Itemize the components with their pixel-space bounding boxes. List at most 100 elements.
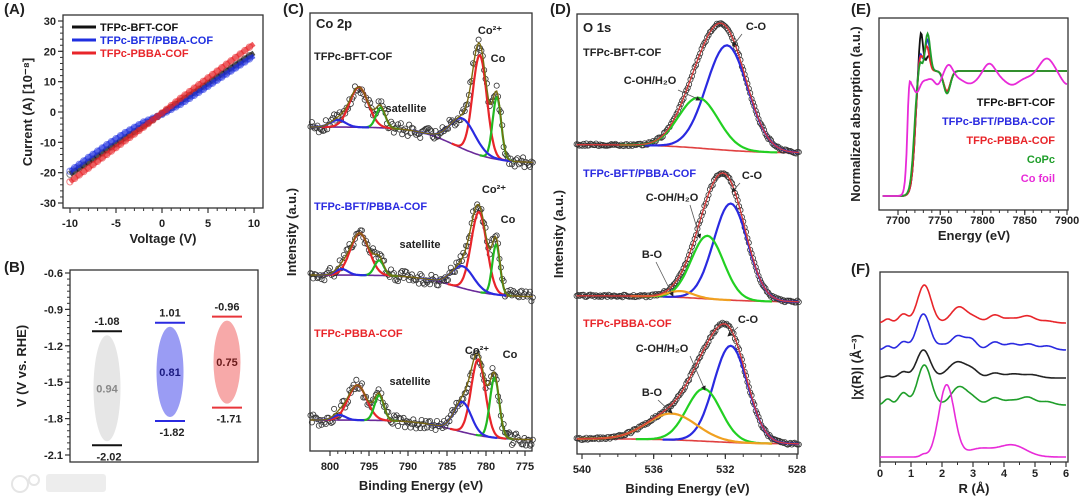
peak-annotation: C-OH/H₂O <box>636 343 689 355</box>
data-point <box>712 175 719 182</box>
data-point <box>322 117 329 124</box>
data-point <box>518 287 525 294</box>
data-point <box>706 29 713 36</box>
data-point <box>729 34 736 41</box>
y-tick-label: -1.2 <box>44 341 63 353</box>
data-point <box>521 164 528 171</box>
y-tick-label: -2.1 <box>44 450 63 462</box>
data-point <box>527 442 534 449</box>
fit-component <box>447 210 511 297</box>
data-point <box>677 101 684 108</box>
data-point <box>708 333 715 340</box>
data-point <box>397 120 404 127</box>
data-point <box>521 435 528 442</box>
data-point <box>708 28 715 35</box>
peak-annotation: B-O <box>642 387 663 399</box>
peak-annotation: Co²⁺ <box>465 345 489 357</box>
spectrum-name: TFPc-BFT/PBBA-COF <box>314 201 427 213</box>
x-tick-label: 0 <box>159 218 165 230</box>
data-point <box>401 125 408 132</box>
data-point <box>517 159 524 166</box>
data-point <box>421 281 428 288</box>
iv-point <box>149 116 157 124</box>
fit-component <box>451 53 508 162</box>
data-point <box>683 87 690 94</box>
spectrum-name: TFPc-PBBA-COF <box>583 318 672 330</box>
data-point <box>399 419 406 426</box>
data-point <box>493 82 500 89</box>
data-point <box>395 423 402 430</box>
y-axis-label: |χ(R)| (Å⁻³) <box>849 334 864 400</box>
fit-envelope <box>310 41 533 164</box>
data-point <box>699 347 706 354</box>
x-tick-label: 6 <box>1063 468 1069 480</box>
panel-d-xps: (D) O 1s 540 536 532 528 Binding Energy (eV) In… <box>550 1 806 496</box>
data-point <box>680 265 687 272</box>
exafs-curve-2 <box>879 349 1066 379</box>
data-point <box>433 417 440 424</box>
peak-annotation: C-OH/H₂O <box>624 75 677 87</box>
iv-line-2 <box>68 41 256 184</box>
panel-f-exafs: (F) 0 1 2 3 4 5 6 R (Å) |χ(R)| (Å⁻³) <box>849 261 1069 496</box>
peak-annotation: Co²⁺ <box>482 184 506 196</box>
data-point <box>439 124 446 131</box>
panel-b-band-diagram: (B) -0.6 -0.9 -1.2 -1.5 -1.8 -2.1 V (V vs. RHE)… <box>4 259 259 463</box>
data-point <box>401 268 408 275</box>
legend-label: Co foil <box>1021 173 1055 185</box>
vb-level-label: -2.02 <box>96 451 121 463</box>
peak-annotation: satellite <box>390 376 431 388</box>
data-point <box>449 269 456 276</box>
spectrum-title: O 1s <box>583 20 611 35</box>
data-point <box>528 298 535 305</box>
data-point <box>770 141 777 148</box>
peak-annotation: B-O <box>642 249 663 261</box>
data-point <box>704 34 711 41</box>
x-tick-label: 10 <box>248 218 260 230</box>
y-tick-label: -0.6 <box>44 268 63 280</box>
x-tick-label: 780 <box>477 461 495 473</box>
vb-level-label: -1.71 <box>216 414 241 426</box>
data-point <box>404 132 411 139</box>
annotation-arrow <box>732 33 743 47</box>
data-point <box>769 140 776 147</box>
x-tick-label: 775 <box>516 461 534 473</box>
y-axis-label: Intensity (a.u.) <box>551 190 566 278</box>
data-point <box>769 293 776 300</box>
data-point <box>506 429 513 436</box>
data-point <box>421 425 428 432</box>
panel-f-frame <box>879 271 1069 463</box>
data-point <box>403 128 410 135</box>
x-axis-label: Binding Energy (eV) <box>625 481 749 496</box>
data-point <box>674 393 681 400</box>
y-tick-label: -30 <box>40 198 56 210</box>
data-point <box>331 405 338 412</box>
x-tick-label: 540 <box>573 464 591 476</box>
y-tick-label: 20 <box>44 46 56 58</box>
data-point <box>522 442 529 449</box>
fit-envelope <box>576 22 799 154</box>
band-gap-value: 0.75 <box>216 357 237 369</box>
data-point <box>663 404 670 411</box>
panel-b-frame <box>69 269 259 463</box>
data-point <box>659 133 666 140</box>
data-point <box>511 431 518 438</box>
y-tick-label: 0 <box>50 107 56 119</box>
data-point <box>470 353 477 360</box>
data-point <box>353 376 360 383</box>
data-point <box>375 98 382 105</box>
data-point <box>307 412 314 419</box>
data-point <box>695 53 702 60</box>
data-point <box>446 116 453 123</box>
exafs-curve-4 <box>880 384 1066 458</box>
data-point <box>765 289 772 296</box>
data-point <box>451 122 458 129</box>
panel-label: (C) <box>283 1 304 18</box>
data-point <box>378 98 385 105</box>
x-axis-label: R (Å) <box>958 481 989 496</box>
x-tick-label: -5 <box>111 218 121 230</box>
watermark-logo <box>11 474 106 493</box>
data-point <box>763 430 770 437</box>
x-tick-label: 785 <box>438 461 456 473</box>
iv-point <box>162 105 171 113</box>
annotation-arrow <box>657 399 673 414</box>
